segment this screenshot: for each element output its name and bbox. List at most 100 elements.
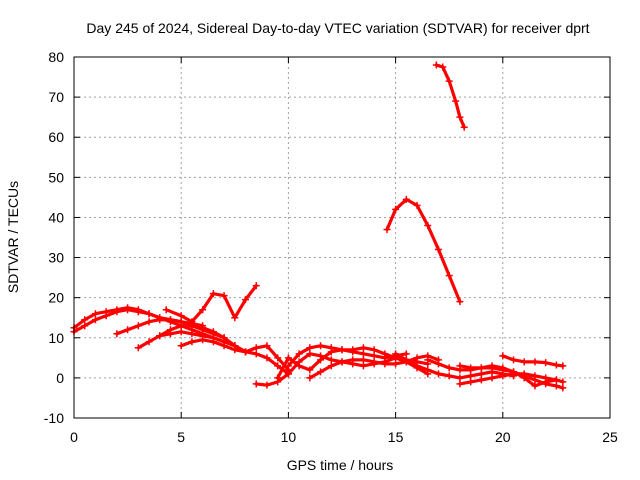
data-point [531, 382, 539, 390]
data-point [370, 352, 378, 360]
data-point [284, 362, 292, 370]
data-point [166, 316, 174, 324]
data-point [263, 354, 271, 362]
data-point [402, 350, 410, 358]
data-point [467, 378, 475, 386]
data-point [499, 372, 507, 380]
y-tick-label: 20 [48, 290, 64, 306]
data-point [359, 344, 367, 352]
data-point [81, 316, 89, 324]
data-point [456, 298, 464, 306]
data-point [156, 332, 164, 340]
data-point [177, 342, 185, 350]
data-point [542, 359, 550, 367]
series-line [385, 197, 462, 304]
data-point [510, 356, 518, 364]
data-point [370, 358, 378, 366]
data-point [263, 381, 271, 389]
data-point [434, 246, 442, 254]
data-point [559, 378, 567, 386]
data-point [456, 374, 464, 382]
data-point [242, 348, 250, 356]
data-point [145, 338, 153, 346]
data-point [134, 344, 142, 352]
data-point [559, 362, 567, 370]
data-point [434, 370, 442, 378]
data-point [177, 328, 185, 336]
x-tick-labels: 0 5 10 15 20 25 [70, 429, 618, 445]
y-tick-label: -10 [44, 410, 64, 426]
data-point [392, 350, 400, 358]
data-point [124, 306, 132, 314]
data-point [424, 221, 432, 229]
data-point [295, 350, 303, 358]
data-point [402, 195, 410, 203]
data-point [445, 272, 453, 280]
data-point [274, 354, 282, 362]
data-point [452, 97, 460, 105]
x-tick-label: 10 [281, 429, 297, 445]
data-point [520, 358, 528, 366]
data-point [477, 370, 485, 378]
data-point [424, 366, 432, 374]
data-point [317, 356, 325, 364]
data-point [413, 362, 421, 370]
y-tick-label: 80 [48, 49, 64, 65]
data-point [383, 225, 391, 233]
data-point [231, 314, 239, 322]
data-point [531, 372, 539, 380]
data-point [306, 350, 314, 358]
x-axis-label: GPS time / hours [287, 457, 394, 473]
data-point [209, 338, 217, 346]
data-point [445, 77, 453, 85]
data-point [327, 344, 335, 352]
y-tick-label: 60 [48, 129, 64, 145]
data-point [327, 362, 335, 370]
data-point [359, 356, 367, 364]
data-point [552, 361, 560, 369]
data-point [306, 366, 314, 374]
data-point [274, 362, 282, 370]
data-point [113, 330, 121, 338]
data-point [91, 316, 99, 324]
data-point [349, 356, 357, 364]
data-point [252, 350, 260, 358]
series-arc-3 [113, 316, 250, 356]
data-point [252, 344, 260, 352]
data-point [445, 372, 453, 380]
x-tick-label: 15 [388, 429, 404, 445]
x-tick-label: 20 [495, 429, 511, 445]
data-point [295, 362, 303, 370]
data-point [209, 290, 217, 298]
data-point [432, 61, 440, 69]
data-point [317, 342, 325, 350]
data-point [231, 346, 239, 354]
x-tick-label: 0 [70, 429, 78, 445]
data-point [392, 205, 400, 213]
data-point [477, 364, 485, 372]
data-point [252, 282, 260, 290]
data-point [359, 350, 367, 358]
data-point [552, 376, 560, 384]
y-tick-label: 50 [48, 169, 64, 185]
data-point [439, 63, 447, 71]
data-point [370, 346, 378, 354]
data-point [102, 312, 110, 320]
data-point [424, 356, 432, 364]
series-arc-2 [70, 306, 207, 336]
grid-lines [74, 57, 610, 418]
data-point [242, 296, 250, 304]
data-point [499, 364, 507, 372]
data-point [188, 318, 196, 326]
data-point [113, 308, 121, 316]
data-point [124, 326, 132, 334]
data-point [381, 350, 389, 358]
series-line [458, 364, 559, 388]
data-point [413, 201, 421, 209]
data-series [70, 61, 567, 392]
data-point [188, 338, 196, 346]
data-point [445, 364, 453, 372]
series-arc-5 [156, 328, 239, 350]
x-tick-label: 25 [602, 429, 618, 445]
